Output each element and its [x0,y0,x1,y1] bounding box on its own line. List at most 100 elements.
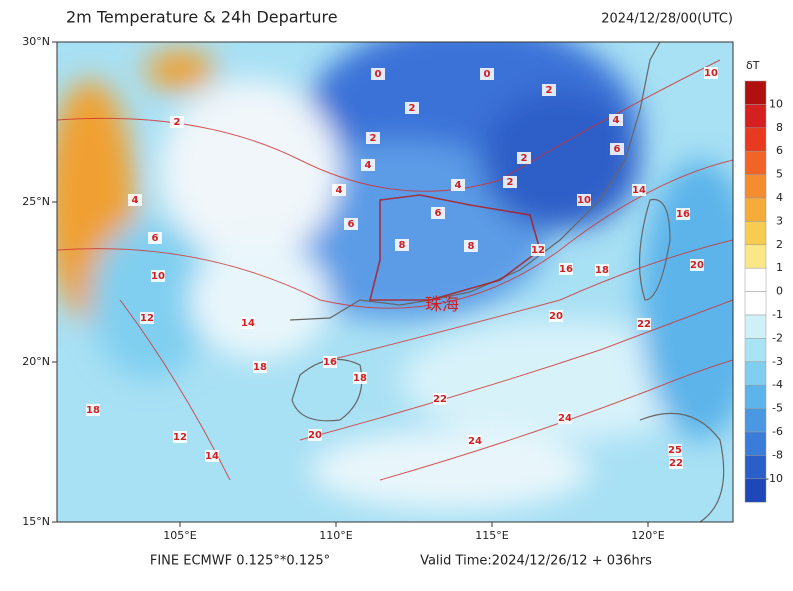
contour-label-bg [559,263,573,275]
contour-label-bg [468,435,482,447]
contour-label-bg [128,194,142,206]
contour-label: 2 [546,85,553,96]
contour-label-bg [558,412,572,424]
contour-label-bg [632,184,646,196]
contour-label: 2 [409,103,416,114]
colorbar-label: 6 [776,144,783,157]
contour-label-bg [361,159,375,171]
lon-label: 120°E [631,529,664,542]
model-label: FINE ECMWF 0.125°*0.125° [150,554,330,569]
lon-label: 110°E [319,529,352,542]
contour-label: 12 [140,313,154,324]
contour-label: 6 [348,219,355,230]
contour-label-bg [308,429,322,441]
lon-label: 105°E [163,529,196,542]
contour-label-bg [151,270,165,282]
contour-label: 2 [174,117,181,128]
contour-label-bg [690,259,704,271]
contour-label: 4 [365,160,372,171]
colorbar-label: -2 [772,331,783,344]
colorbar-label: -1 [772,308,783,321]
title: 2m Temperature & 24h Departure [66,8,338,27]
colorbar-swatch [744,104,767,129]
contour-label-bg [253,361,267,373]
colorbar-label: -6 [772,425,783,438]
contour-label: 6 [152,233,159,244]
contour-label-bg [173,431,187,443]
contour-label-bg [704,67,718,79]
contour-label-bg [480,68,494,80]
contour-label-bg [517,152,531,164]
contour-label: 20 [690,260,704,271]
contour-label: 2 [370,133,377,144]
colorbar-swatch [744,291,767,316]
colorbar-label: -8 [772,448,783,461]
colorbar-swatch [744,150,767,175]
contour-label: 0 [484,69,491,80]
contour-label: 2 [507,177,514,188]
colorbar-swatch [744,478,767,503]
contour-label: 16 [323,357,337,368]
contour-label: 24 [468,436,482,447]
colorbar-swatch [744,431,767,456]
colorbar-label: 5 [776,168,783,181]
contour-label: 18 [595,265,609,276]
colorbar-swatch [744,244,767,269]
contour-label-bg [86,404,100,416]
lat-label: 25°N [22,195,50,208]
colorbar-swatch [744,455,767,480]
colorbar-swatch [744,80,767,105]
lat-label: 30°N [22,35,50,48]
city-label: 珠海 [425,295,459,315]
contour-label-bg [332,184,346,196]
contour-label: 4 [613,115,620,126]
contour-label: 8 [399,240,406,251]
contour-label: 14 [241,318,255,329]
contour-label-bg [366,132,380,144]
contour-label: 4 [455,180,462,191]
contour-label: 10 [577,195,591,206]
contour-label: 18 [353,373,367,384]
contour-label-bg [451,179,465,191]
contour-label-bg [205,450,219,462]
valid-time: Valid Time:2024/12/26/12 + 036hrs [420,554,652,569]
contour-label-bg [669,457,683,469]
contour-label: 24 [558,413,572,424]
contour-label-bg [371,68,385,80]
contour-label: 6 [614,144,621,155]
colorbar-label: 1 [776,261,783,274]
contour-label: 18 [86,405,100,416]
colorbar-label: 2 [776,238,783,251]
contour-label-bg [140,312,154,324]
contour-label-bg [344,218,358,230]
contour-label: 4 [132,195,139,206]
contour-label: 4 [336,185,343,196]
contour-label-bg [610,143,624,155]
colorbar-swatch [744,338,767,363]
colorbar-label: -4 [772,378,783,391]
contour-label-bg [676,208,690,220]
contour-label-bg [433,393,447,405]
colorbar-swatch [744,384,767,409]
colorbar-swatch [744,267,767,292]
colorbar-label: 10 [769,97,783,110]
colorbar-label: -5 [772,402,783,415]
contour-label: 12 [531,245,545,256]
colorbar-label: 8 [776,121,783,134]
contour-label-bg [353,372,367,384]
contour-label-bg [323,356,337,368]
colorbar-swatch [744,361,767,386]
contour-label-bg [637,318,651,330]
contour-label-bg [170,116,184,128]
colorbar-label: 0 [776,285,783,298]
contour-label: 22 [637,319,651,330]
map-frame [56,41,734,523]
contour-label: 20 [549,311,563,322]
contour-label: 10 [151,271,165,282]
contour-label: 8 [468,241,475,252]
colorbar-swatch [744,174,767,199]
contour-label: 10 [704,68,718,79]
contour-label: 14 [632,185,646,196]
contour-label-bg [542,84,556,96]
